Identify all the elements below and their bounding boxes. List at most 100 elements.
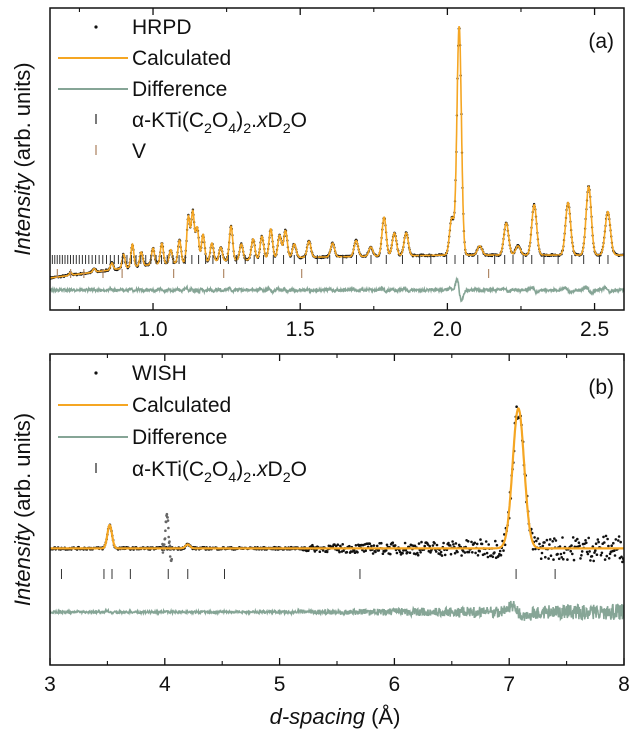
- legend-marker-dot: [94, 371, 98, 375]
- observed-point: [491, 555, 495, 559]
- x-tick-label: 6: [389, 673, 401, 696]
- observed-point: [368, 542, 372, 545]
- legend-label: Calculated: [132, 394, 231, 417]
- observed-point: [515, 405, 518, 409]
- observed-point: [408, 551, 412, 554]
- observed-point: [377, 549, 381, 552]
- observed-point: [419, 551, 422, 554]
- observed-point: [370, 544, 373, 548]
- calculated-line: [50, 407, 624, 550]
- legend-marker-dot: [94, 25, 98, 29]
- observed-point: [602, 535, 605, 539]
- legend-label: α-KTi(C2O4)2.xD2O: [132, 109, 307, 137]
- observed-point: [443, 553, 447, 557]
- observed-point: [372, 544, 376, 547]
- observed-point: [413, 544, 417, 548]
- observed-point: [463, 551, 467, 554]
- observed-point: [589, 559, 592, 562]
- observed-point: [454, 542, 458, 545]
- panel-a: 1.0 1.5 2.0 2.5 (a) Intensity (arb. units) HRP…: [10, 7, 625, 341]
- observed-point: [578, 544, 581, 548]
- observed-point: [380, 541, 383, 545]
- observed-point: [435, 543, 439, 547]
- observed-point: [570, 544, 573, 547]
- observed-point: [556, 552, 559, 556]
- observed-point: [483, 552, 486, 556]
- x-axis-title: d-spacing (Å): [270, 704, 401, 729]
- observed-point: [395, 551, 399, 555]
- legend-item: Calculated: [58, 394, 231, 417]
- observed-point: [576, 537, 579, 541]
- observed-point: [381, 552, 385, 555]
- observed-point: [604, 534, 608, 538]
- observed-point: [348, 544, 351, 548]
- observed-point: [548, 543, 551, 546]
- observed-point: [416, 553, 420, 557]
- legend-item: V: [95, 140, 146, 163]
- observed-point: [471, 551, 474, 554]
- observed-point: [428, 544, 432, 548]
- observed-point: [449, 552, 453, 556]
- observed-point: [321, 549, 325, 552]
- observed-point: [364, 549, 368, 552]
- observed-point: [453, 551, 457, 555]
- observed-point: [579, 557, 582, 560]
- panel-b: 3 4 5 6 7 8 (b) Intensity (arb. units) WISH Calcu…: [10, 353, 630, 696]
- observed-point: [541, 544, 545, 548]
- observed-point: [342, 549, 345, 552]
- observed-point: [610, 544, 613, 547]
- observed-point: [594, 549, 597, 552]
- observed-point: [478, 549, 482, 553]
- observed-point: [531, 548, 535, 551]
- panel-label: (a): [588, 30, 614, 53]
- observed-point: [356, 551, 359, 554]
- legend-item: Difference: [58, 78, 227, 101]
- observed-point: [168, 544, 172, 547]
- observed-point: [475, 542, 479, 546]
- observed-point: [590, 555, 594, 558]
- difference-line: [50, 600, 624, 622]
- legend-item: Calculated: [58, 47, 231, 70]
- observed-point: [499, 553, 503, 557]
- observed-point: [585, 550, 589, 554]
- observed-point: [480, 542, 484, 546]
- observed-point: [467, 550, 471, 554]
- observed-point: [166, 516, 169, 519]
- legend-label: Difference: [132, 426, 227, 449]
- observed-point: [569, 549, 572, 553]
- observed-point: [168, 555, 172, 558]
- observed-point: [502, 549, 505, 552]
- y-axis-title: Intensity (arb. units): [10, 62, 35, 255]
- observed-point: [168, 540, 171, 543]
- observed-point: [561, 536, 564, 539]
- observed-point: [585, 541, 588, 545]
- observed-point: [391, 541, 395, 544]
- observed-point: [612, 541, 615, 545]
- observed-point: [562, 557, 565, 561]
- observed-point: [460, 554, 463, 557]
- observed-point: [166, 519, 170, 522]
- legend-item: HRPD: [94, 16, 192, 39]
- observed-point: [620, 555, 623, 559]
- observed-point: [170, 557, 173, 561]
- observed-point: [165, 512, 169, 516]
- observed-point: [587, 536, 590, 540]
- observed-point: [448, 544, 452, 547]
- x-tick-label: 2.5: [580, 318, 609, 341]
- plot-area: [50, 405, 624, 622]
- observed-point: [423, 544, 427, 548]
- observed-point: [401, 551, 404, 555]
- observed-point: [479, 538, 482, 541]
- observed-point: [371, 552, 375, 555]
- x-tick-label: 7: [503, 673, 515, 696]
- observed-point: [338, 550, 341, 554]
- plot-frame: [49, 7, 625, 311]
- legend-label: HRPD: [132, 16, 192, 39]
- observed-point: [420, 540, 423, 544]
- observed-point: [619, 540, 622, 544]
- observed-point: [617, 535, 621, 538]
- calculated-line: [50, 25, 624, 279]
- observed-point: [547, 557, 550, 560]
- observed-point: [543, 541, 546, 544]
- observed-point: [612, 549, 616, 552]
